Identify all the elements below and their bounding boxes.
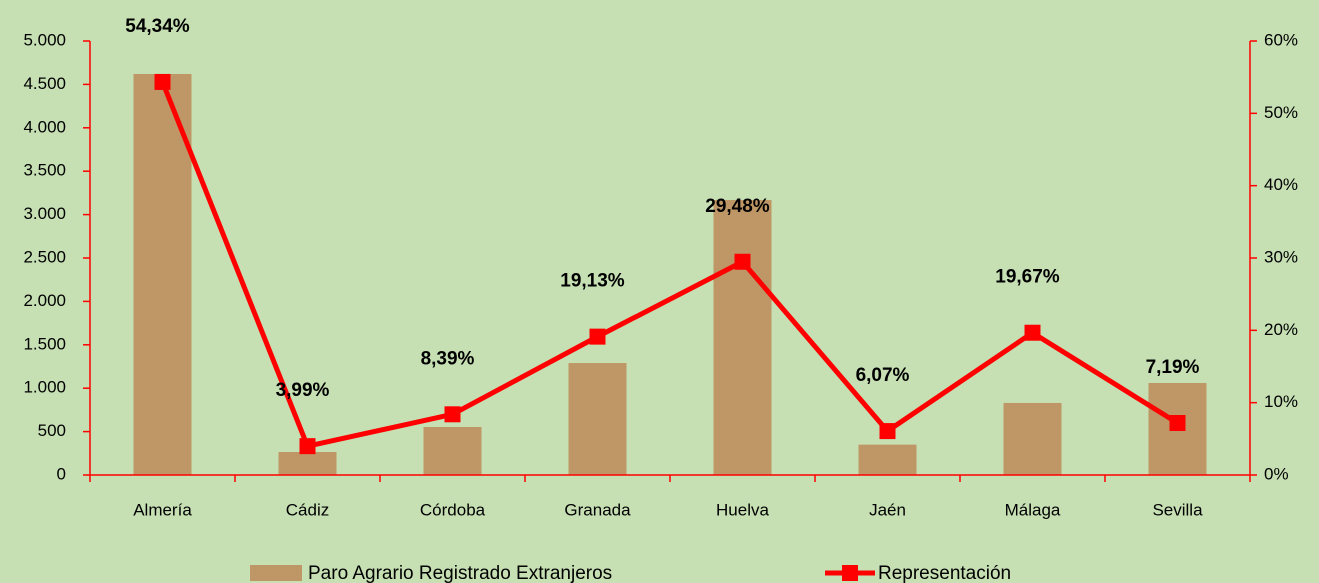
marker <box>1169 414 1186 431</box>
legend-label: Paro Agrario Registrado Extranjeros <box>308 563 612 583</box>
y-tick-label: 5.000 <box>23 30 66 49</box>
marker <box>1024 324 1041 341</box>
bar <box>1003 402 1062 475</box>
data-label: 7,19% <box>1146 357 1200 378</box>
data-label: 19,13% <box>560 271 625 292</box>
y2-tick-label: 40% <box>1264 175 1298 194</box>
y2-tick-label: 0% <box>1264 464 1289 483</box>
x-tick-label: Jaén <box>869 500 906 519</box>
y2-tick-label: 60% <box>1264 30 1298 49</box>
bar <box>713 200 772 476</box>
bar <box>568 363 627 475</box>
y-tick-label: 3.500 <box>23 161 66 180</box>
bar <box>423 426 482 475</box>
data-label: 6,07% <box>856 365 910 386</box>
y-tick-label: 1.500 <box>23 334 66 353</box>
marker <box>589 328 606 345</box>
x-tick-label: Granada <box>564 500 631 519</box>
y-tick-label: 500 <box>38 421 66 440</box>
marker <box>734 253 751 270</box>
x-tick-label: Málaga <box>1005 500 1061 519</box>
data-label: 19,67% <box>995 267 1060 288</box>
legend-swatch <box>250 565 302 581</box>
line <box>160 81 1179 449</box>
x-tick-label: Cádiz <box>286 500 329 519</box>
data-label: 8,39% <box>421 348 475 369</box>
y-tick-label: 2.500 <box>23 247 66 266</box>
legend-swatch <box>842 565 858 581</box>
legend-label: Representación <box>878 563 1011 583</box>
x-tick-label: Sevilla <box>1152 500 1203 519</box>
data-label: 54,34% <box>125 16 190 37</box>
marker <box>879 423 896 440</box>
data-label: 3,99% <box>276 380 330 401</box>
x-tick-label: Huelva <box>716 500 769 519</box>
x-tick-label: Córdoba <box>420 500 486 519</box>
y-tick-label: 2.000 <box>23 291 66 310</box>
x-tick-label: Almería <box>133 500 192 519</box>
y-tick-label: 0 <box>57 464 66 483</box>
marker <box>299 438 316 455</box>
y2-tick-label: 20% <box>1264 320 1298 339</box>
y-tick-label: 1.000 <box>23 378 66 397</box>
y-tick-label: 4.000 <box>23 117 66 136</box>
y-tick-label: 3.000 <box>23 204 66 223</box>
bar <box>133 73 192 475</box>
bar <box>858 444 917 475</box>
data-label: 29,48% <box>705 196 770 217</box>
marker <box>444 406 461 423</box>
bar <box>278 451 337 475</box>
y2-tick-label: 10% <box>1264 392 1298 411</box>
marker <box>154 73 171 90</box>
y2-tick-label: 50% <box>1264 103 1298 122</box>
y-tick-label: 4.500 <box>23 74 66 93</box>
y2-tick-label: 30% <box>1264 247 1298 266</box>
